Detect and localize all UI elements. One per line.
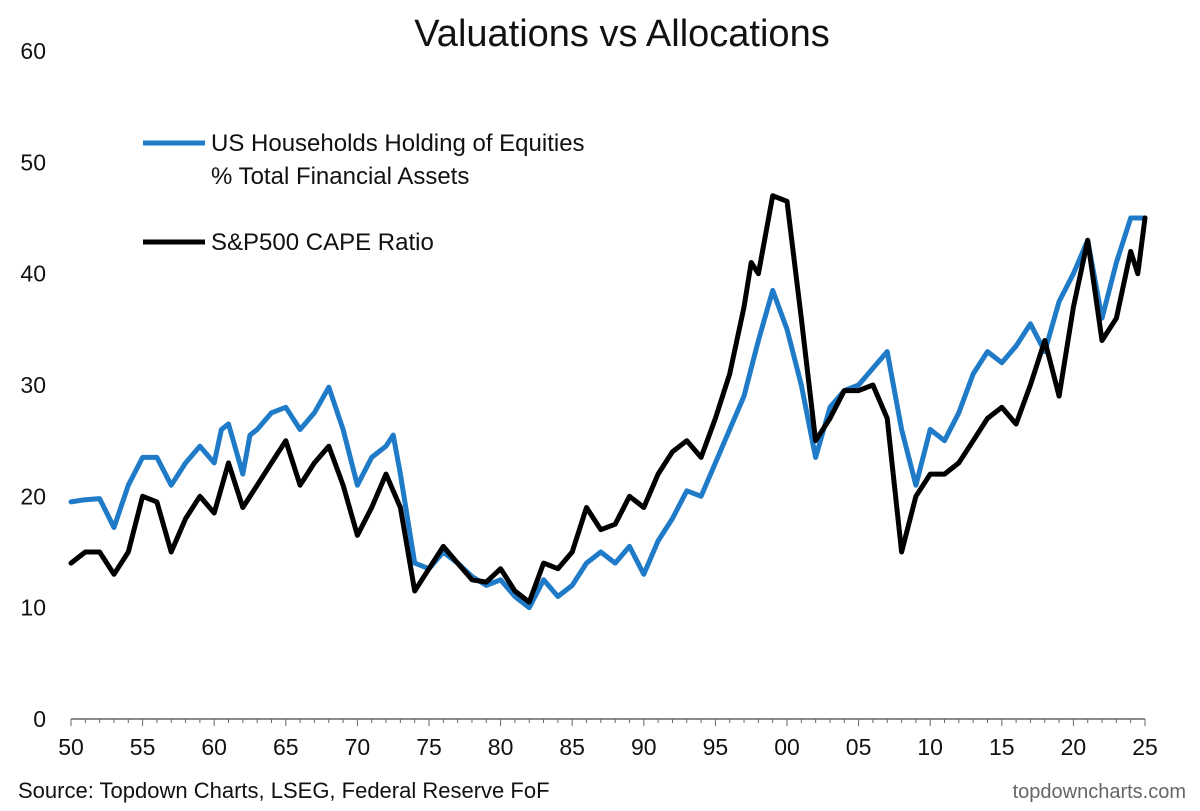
x-tick-label: 05 (846, 734, 872, 760)
x-tick-label: 80 (488, 734, 514, 760)
legend-label-0: % Total Financial Assets (211, 163, 469, 190)
y-tick-label: 60 (20, 38, 46, 64)
x-tick-label: 65 (273, 734, 299, 760)
legend: US Households Holding of Equities % Total… (143, 130, 585, 256)
x-tick-label: 60 (201, 734, 227, 760)
y-tick-label: 40 (20, 261, 46, 287)
x-tick-label: 85 (559, 734, 585, 760)
series-line-0 (68, 215, 1148, 611)
legend-label-1: S&P500 CAPE Ratio (211, 229, 434, 256)
x-tick-label: 75 (416, 734, 442, 760)
source-note: Source: Topdown Charts, LSEG, Federal Re… (18, 778, 550, 803)
y-tick-label: 50 (20, 149, 46, 175)
y-tick-label: 20 (20, 483, 46, 509)
x-tick-label: 95 (703, 734, 729, 760)
x-tick-label: 90 (631, 734, 657, 760)
series-layer (68, 193, 1148, 611)
x-axis: 50 55 60 65 70 75 80 85 90 95 00 05 10 15 20 25 (58, 718, 1158, 760)
site-watermark: topdowncharts.com (1013, 781, 1186, 803)
x-tick-label: 10 (917, 734, 943, 760)
legend-label-0: US Households Holding of Equities (211, 130, 585, 157)
y-tick-label: 30 (20, 372, 46, 398)
series-line-1 (68, 193, 1148, 605)
y-tick-label: 10 (20, 595, 46, 621)
x-tick-label: 25 (1132, 734, 1158, 760)
x-tick-label: 00 (774, 734, 800, 760)
y-tick-label: 0 (33, 706, 46, 732)
y-axis: 0 10 20 30 40 50 60 (20, 38, 46, 732)
x-tick-label: 20 (1061, 734, 1087, 760)
x-tick-label: 55 (130, 734, 156, 760)
x-tick-label: 70 (345, 734, 371, 760)
x-tick-label: 15 (989, 734, 1015, 760)
chart-title: Valuations vs Allocations (414, 13, 829, 55)
x-tick-label: 50 (58, 734, 84, 760)
